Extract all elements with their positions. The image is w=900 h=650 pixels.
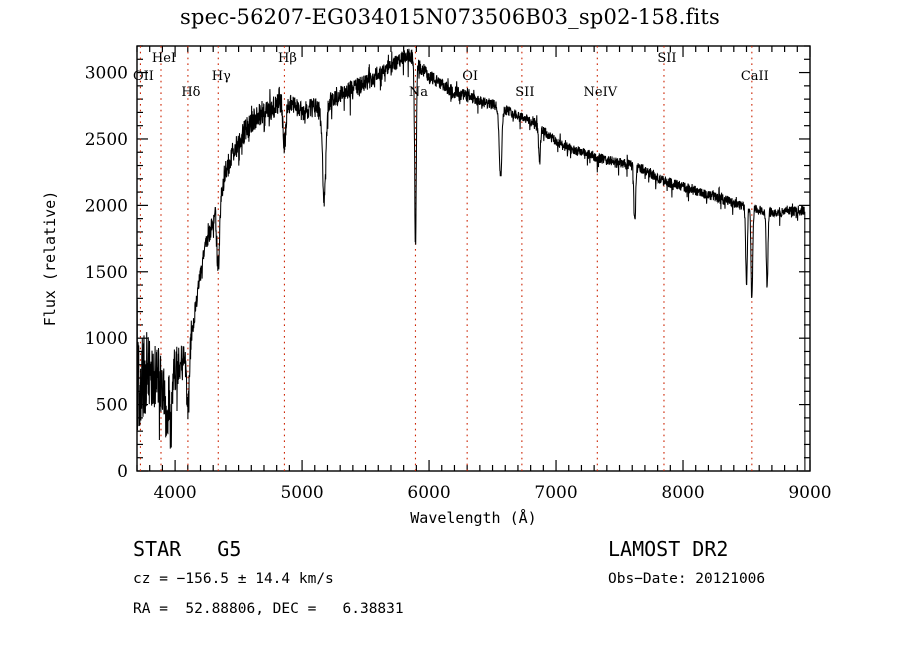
spectral-line-labels: OII HeI Hδ Hγ Hβ Na OI SII NeIV SII CaII <box>133 51 769 100</box>
x-axis-label: Wavelength (Å) <box>410 508 536 527</box>
footer-right-column: LAMOST DR2 Obs−Date: 20121006 <box>608 534 765 594</box>
x-tick-label: 6000 <box>407 483 450 503</box>
footer-left-column: STAR G5 cz = −156.5 ± 14.4 km/s RA = 52.… <box>133 534 404 624</box>
plot-frame <box>136 45 811 472</box>
spectral-line-label-hei: HeI <box>152 51 176 66</box>
spectral-line-label-hdelta: Hδ <box>181 85 200 100</box>
y-tick-label: 2000 <box>85 196 128 216</box>
x-tick-label: 7000 <box>534 483 577 503</box>
spectral-line-label-sii-7850: SII <box>657 51 676 66</box>
spectral-line-markers <box>139 46 753 471</box>
y-tick-label: 0 <box>117 462 128 482</box>
observation-date: Obs−Date: 20121006 <box>608 571 766 587</box>
spectral-line-label-sii-6731: SII <box>515 85 534 100</box>
spectral-line-label-neiv: NeIV <box>584 85 618 100</box>
spectral-line-label-na: Na <box>409 85 428 100</box>
survey-name: LAMOST DR2 <box>608 537 729 561</box>
y-tick-label: 500 <box>96 396 128 416</box>
y-tick-label: 1000 <box>85 329 128 349</box>
spectrum-trace <box>136 48 806 471</box>
spectral-line-label-hbeta: Hβ <box>278 51 297 66</box>
x-tick-label: 8000 <box>661 483 704 503</box>
spectral-line-label-hgamma: Hγ <box>212 69 231 84</box>
spectral-line-label-oi: OI <box>462 69 478 84</box>
y-axis-ticks: 0 500 1000 1500 2000 2500 3000 <box>85 45 810 482</box>
y-tick-label: 1500 <box>85 263 128 283</box>
coordinates: RA = 52.88806, DEC = 6.38831 <box>133 601 404 617</box>
page-title: spec-56207-EG034015N073506B03_sp02-158.f… <box>180 5 720 29</box>
x-axis-ticks: 4000 5000 6000 7000 8000 9000 <box>136 46 832 503</box>
y-tick-label: 2500 <box>85 130 128 150</box>
y-axis-label: Flux (relative) <box>41 191 59 326</box>
x-tick-label: 9000 <box>788 483 831 503</box>
spectral-line-label-caii: CaII <box>741 69 769 84</box>
y-tick-label: 3000 <box>85 64 128 84</box>
object-type: STAR G5 <box>133 537 242 561</box>
redshift-velocity: cz = −156.5 ± 14.4 km/s <box>133 571 334 587</box>
spectral-line-label-oii: OII <box>133 69 154 84</box>
x-tick-label: 5000 <box>280 483 323 503</box>
x-tick-label: 4000 <box>153 483 196 503</box>
